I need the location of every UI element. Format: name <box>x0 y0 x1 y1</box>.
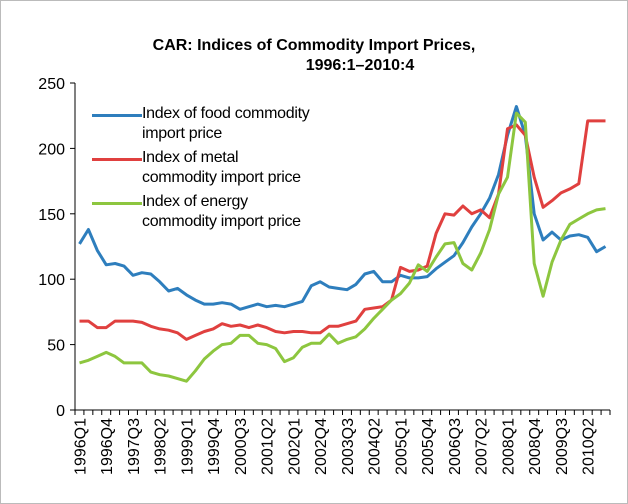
legend-entry: Index of energy commodity import price <box>92 192 332 232</box>
x-tick-label: 1997Q3 <box>126 418 143 475</box>
y-tick-label: 250 <box>38 76 65 93</box>
legend-swatch <box>92 202 142 205</box>
x-tick-label: 2000Q3 <box>233 418 250 475</box>
x-tick-label: 2005Q4 <box>420 418 437 475</box>
data-line <box>79 119 606 341</box>
x-tick-label: 2007Q2 <box>474 418 491 475</box>
y-tick-label: 200 <box>38 141 65 158</box>
x-tick-label: 1996Q4 <box>99 418 116 475</box>
x-tick-label: 2001Q2 <box>260 418 277 475</box>
y-tick-label: 0 <box>56 403 65 420</box>
legend-entry: Index of food commodity import price <box>92 104 332 144</box>
x-tick-label: 2010Q2 <box>581 418 598 475</box>
y-tick-label: 150 <box>38 207 65 224</box>
legend-entry: Index of metal commodity import price <box>92 148 332 188</box>
x-tick-label: 2008Q1 <box>500 418 517 475</box>
legend-label: Index of food commodity import price <box>142 105 310 142</box>
x-tick-label: 2008Q4 <box>527 418 544 475</box>
x-tick-label: 2006Q3 <box>447 418 464 475</box>
chart-title: CAR: Indices of Commodity Import Prices, <box>153 37 476 54</box>
x-tick-label: 2002Q4 <box>313 418 330 475</box>
legend-label: Index of metal commodity import price <box>142 149 301 186</box>
data-line <box>79 111 606 383</box>
x-tick-label: 1999Q1 <box>179 418 196 475</box>
x-tick-label: 1996Q1 <box>72 418 89 475</box>
x-tick-label: 2002Q1 <box>286 418 303 475</box>
legend-swatch <box>92 114 142 117</box>
x-tick-label: 1999Q4 <box>206 418 223 475</box>
legend-swatch <box>92 158 142 161</box>
y-tick-label: 100 <box>38 272 65 289</box>
x-tick-label: 2003Q3 <box>340 418 357 475</box>
legend: Index of food commodity import price Inde… <box>92 104 332 236</box>
legend-label: Index of energy commodity import price <box>142 193 301 230</box>
chart-title: 1996:1–2010:4 <box>306 57 415 74</box>
x-tick-label: 2009Q3 <box>554 418 571 475</box>
data-line <box>78 105 607 311</box>
x-tick-label: 2004Q2 <box>367 418 384 475</box>
y-tick-label: 50 <box>47 338 65 355</box>
x-tick-label: 2005Q1 <box>393 418 410 475</box>
x-tick-label: 1998Q2 <box>153 418 170 475</box>
